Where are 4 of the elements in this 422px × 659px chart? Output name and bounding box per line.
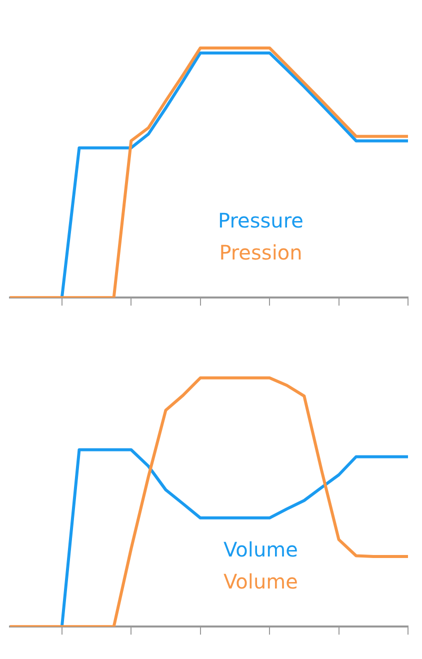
text: Volume [224,570,298,594]
series-label: Volume [224,538,298,562]
text: Pressure [218,208,304,232]
text: Pression [219,240,302,264]
